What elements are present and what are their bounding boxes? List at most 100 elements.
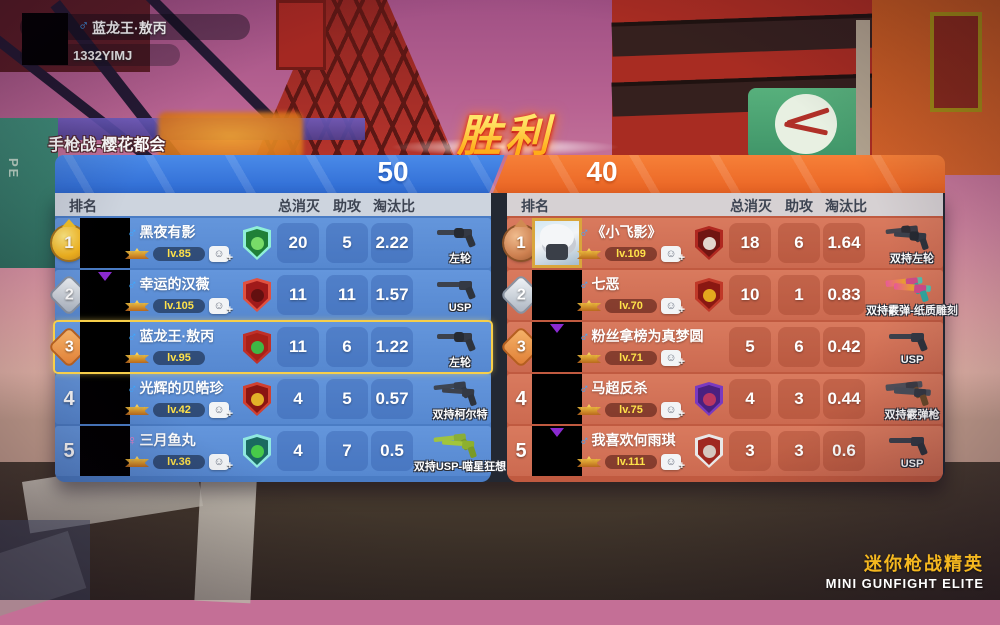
avatar[interactable] bbox=[532, 374, 582, 424]
avatar[interactable] bbox=[532, 322, 582, 372]
rank-emblem-icon bbox=[577, 349, 601, 367]
rank-emblem-icon bbox=[125, 297, 149, 315]
honor-badge bbox=[243, 278, 273, 313]
weapon-slot: 双持柯尔特 bbox=[417, 376, 503, 422]
header-rank: 排名 bbox=[521, 198, 549, 214]
avatar[interactable] bbox=[80, 426, 130, 476]
table-row[interactable]: 5 ♀三月鱼丸 lv.36 ☺ 4 7 0.5 双持USP-喵星狂想 bbox=[55, 426, 506, 476]
blue-table-header: 排名 总消灭 助攻 淘汰比 bbox=[55, 193, 491, 216]
kills-value: 20 bbox=[277, 223, 319, 263]
darkred-trident-badge-icon bbox=[695, 226, 723, 260]
avatar[interactable] bbox=[80, 218, 130, 268]
kills-value: 10 bbox=[729, 275, 771, 315]
gender-icon: ♀ bbox=[127, 432, 138, 448]
ratio-value: 0.44 bbox=[823, 379, 865, 419]
add-friend-icon[interactable]: ☺ bbox=[661, 454, 685, 474]
mode-label: 手枪战-樱花都会 bbox=[48, 137, 166, 154]
rank-emblem-icon bbox=[125, 453, 149, 471]
weapon-icon bbox=[417, 378, 503, 407]
weapon-slot: USP bbox=[869, 428, 955, 474]
ratio-value: 0.83 bbox=[823, 275, 865, 315]
gender-icon: ♂ bbox=[579, 276, 590, 292]
rank-number: 5 bbox=[63, 439, 75, 462]
header-assists: 助攻 bbox=[785, 198, 813, 214]
table-row[interactable]: 4 ♂马超反杀 lv.75 ☺ 4 3 0.44 双持霰弹枪 bbox=[507, 374, 943, 424]
add-friend-icon[interactable]: ☺ bbox=[661, 402, 685, 422]
blue-rows: 1 ♂黑夜有影 lv.85 ☺ 20 5 2.22 左轮 2 ♂幸运的汉薇 bbox=[50, 218, 506, 478]
weapon-slot: 左轮 bbox=[417, 324, 503, 370]
add-friend-icon[interactable]: ☺ bbox=[661, 298, 685, 318]
weapon-slot: 双持USP-喵星狂想 bbox=[414, 428, 506, 474]
add-friend-icon[interactable]: ☺ bbox=[209, 298, 233, 318]
level-badge: lv.95 bbox=[153, 351, 205, 365]
ratio-value: 0.57 bbox=[371, 379, 413, 419]
avatar[interactable] bbox=[532, 270, 582, 320]
avatar[interactable] bbox=[532, 426, 582, 476]
player-name: 粉丝拿榜为真梦圆 bbox=[591, 328, 704, 344]
blue-team-score: 50 bbox=[377, 156, 409, 187]
rank-badge: 4 bbox=[47, 374, 91, 424]
table-row[interactable]: 2 ♂幸运的汉薇 lv.105 ☺ 11 11 1.57 USP bbox=[50, 270, 491, 320]
honor-badge bbox=[695, 226, 725, 261]
player-name: 蓝龙王·敖丙 bbox=[139, 328, 215, 344]
rank-number: 5 bbox=[515, 439, 527, 462]
player-card[interactable]: ♂ 蓝龙王·敖丙 1332YIMJ bbox=[16, 10, 266, 68]
weapon-icon bbox=[417, 326, 503, 352]
game-logo: 迷你枪战精英 MINI GUNFIGHT ELITE bbox=[826, 550, 984, 591]
kills-value: 4 bbox=[277, 431, 319, 471]
score-bar: 50 40 bbox=[55, 155, 945, 193]
red-target-badge-icon bbox=[695, 278, 723, 312]
red-team-score-bg bbox=[492, 155, 945, 193]
kills-value: 4 bbox=[729, 379, 771, 419]
player-id: 1332YIMJ bbox=[73, 48, 133, 63]
gender-icon: ♂ bbox=[127, 328, 138, 344]
avatar[interactable] bbox=[80, 270, 130, 320]
table-row[interactable]: 4 ♂光辉的贝皓珍 lv.42 ☺ 4 5 0.57 双持柯尔特 bbox=[55, 374, 491, 424]
gender-icon: ♂ bbox=[127, 224, 138, 240]
assists-value: 3 bbox=[778, 379, 820, 419]
weapon-icon bbox=[417, 430, 503, 459]
player-name: 我喜欢何雨琪 bbox=[591, 432, 676, 448]
billboard-glow bbox=[158, 112, 303, 160]
player-name: 《小飞影》 bbox=[591, 224, 662, 240]
weapon-slot: 双持霰弹枪 bbox=[869, 376, 955, 422]
gender-icon: ♂ bbox=[127, 380, 138, 396]
table-row[interactable]: 1 ♂《小飞影》 lv.109 ☺ 18 6 1.64 双持左轮 bbox=[504, 218, 943, 268]
avatar[interactable] bbox=[80, 322, 130, 372]
table-row[interactable]: 2 ♂七恶 lv.70 ☺ 10 1 0.83 双持霰弹-纸质雕刻 bbox=[502, 270, 958, 320]
add-friend-icon[interactable]: ☺ bbox=[209, 454, 233, 474]
player-avatar[interactable] bbox=[22, 13, 68, 65]
score-bar-texture bbox=[55, 155, 945, 193]
blue-team-panel: 排名 总消灭 助攻 淘汰比 1 ♂黑夜有影 lv.85 ☺ 20 5 2.22 … bbox=[50, 193, 506, 482]
table-row[interactable]: 5 ♂我喜欢何雨琪 lv.111 ☺ 3 3 0.6 USP bbox=[507, 426, 943, 476]
rank-number: 4 bbox=[515, 387, 527, 410]
add-friend-icon[interactable]: ☺ bbox=[209, 246, 233, 266]
weapon-icon bbox=[869, 326, 955, 352]
table-row[interactable]: 3 ♂蓝龙王·敖丙 lv.95 ☺ 11 6 1.22 左轮 bbox=[50, 322, 491, 372]
level-badge: lv.105 bbox=[153, 299, 205, 313]
avatar[interactable] bbox=[532, 218, 582, 268]
level-badge: lv.85 bbox=[153, 247, 205, 261]
table-row[interactable]: 1 ♂黑夜有影 lv.85 ☺ 20 5 2.22 左轮 bbox=[52, 218, 491, 268]
assists-value: 5 bbox=[326, 379, 368, 419]
weapon-slot: 双持霰弹-纸质雕刻 bbox=[866, 272, 958, 318]
weapon-slot: 左轮 bbox=[417, 220, 503, 266]
kills-value: 5 bbox=[729, 327, 771, 367]
honor-badge bbox=[695, 434, 725, 469]
cyan-eagle-badge-icon bbox=[243, 434, 271, 468]
weapon-icon bbox=[417, 222, 503, 248]
add-friend-icon[interactable]: ☺ bbox=[661, 350, 685, 370]
green-dragon-badge-icon bbox=[243, 226, 271, 260]
player-name: 三月鱼丸 bbox=[139, 432, 196, 448]
add-friend-icon[interactable]: ☺ bbox=[661, 246, 685, 266]
result-title-wrap: 胜利 bbox=[380, 100, 630, 161]
add-friend-icon[interactable]: ☺ bbox=[209, 402, 233, 422]
level-badge: lv.109 bbox=[605, 247, 657, 261]
weapon-label: 双持柯尔特 bbox=[432, 409, 488, 421]
avatar[interactable] bbox=[80, 374, 130, 424]
weapon-label: USP bbox=[448, 302, 472, 314]
header-kills: 总消灭 bbox=[278, 198, 320, 214]
assists-value: 6 bbox=[326, 327, 368, 367]
table-row[interactable]: 3 ♂粉丝拿榜为真梦圆 lv.71 ☺ 5 6 0.42 USP bbox=[502, 322, 943, 372]
level-badge: lv.71 bbox=[605, 351, 657, 365]
